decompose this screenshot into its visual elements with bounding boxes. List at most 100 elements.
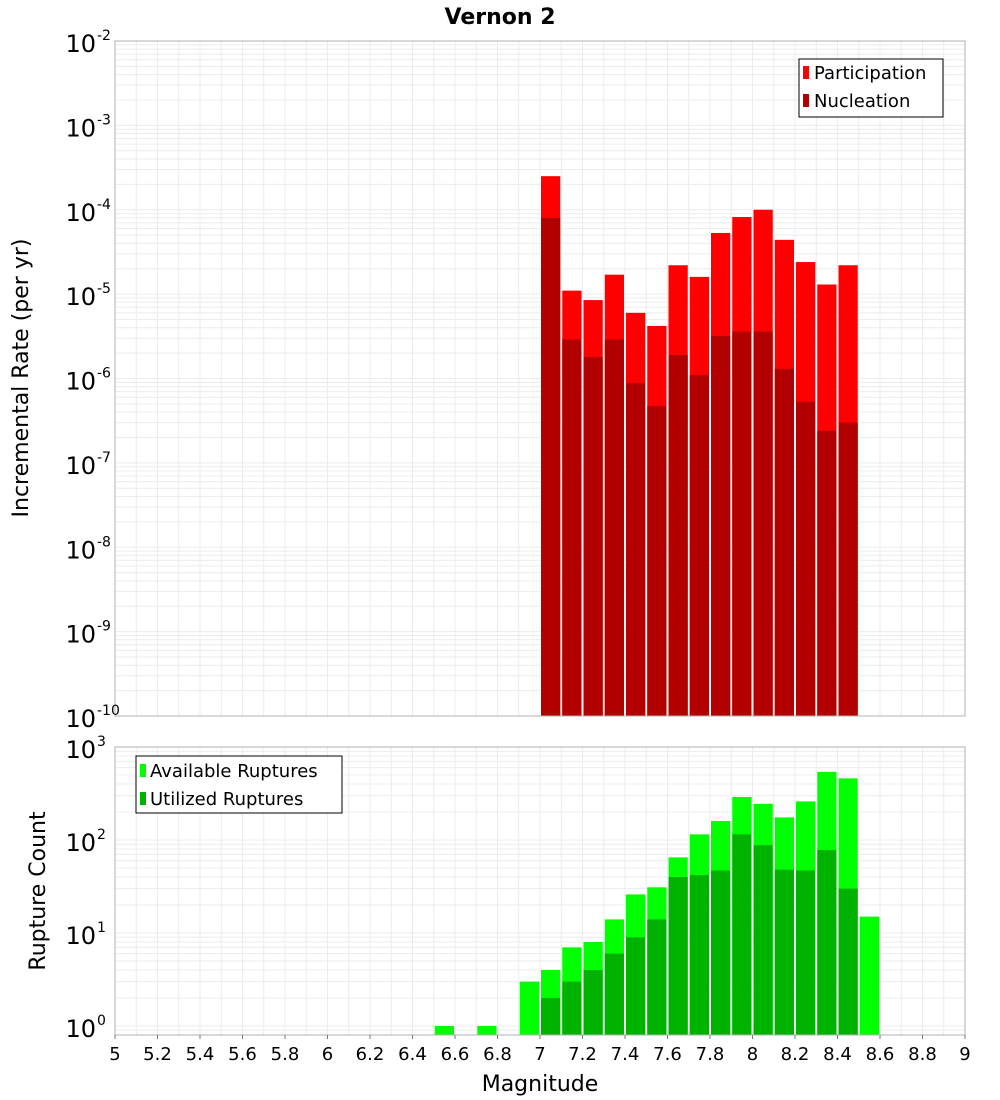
top-bar-nucleation [604, 339, 624, 716]
top-y-tick-label: 10 [65, 30, 96, 58]
top-y-tick-label: 10 [65, 536, 96, 564]
x-tick-label: 7 [534, 1044, 545, 1065]
top-bar-nucleation [796, 401, 816, 716]
available-legend-swatch [140, 764, 146, 777]
available-legend-label: Available Ruptures [150, 761, 318, 782]
bottom-y-tick-label-exponent: 2 [97, 827, 106, 843]
bottom-bar-utilized-ruptures [838, 888, 858, 1035]
bottom-bar-utilized-ruptures [626, 937, 646, 1035]
bottom-y-tick-label: 10 [65, 736, 96, 764]
top-y-tick-label: 10 [65, 199, 96, 227]
x-tick-labels: 5 5.2 5.4 5.6 5.8 6 6.2 6.4 6.6 6.8 7 7.2 7.4 7.6 7.8 8… [109, 1035, 971, 1065]
bottom-bar-available-ruptures [859, 916, 879, 1035]
x-tick-label: 6 [322, 1044, 333, 1065]
bottom-y-tick-label: 10 [65, 922, 96, 950]
top-bar-nucleation [732, 331, 752, 716]
x-tick-label: 5.2 [143, 1044, 172, 1065]
top-y-tick-label-exponent: -3 [97, 112, 111, 128]
top-bar-nucleation [541, 217, 561, 716]
bottom-bars [434, 771, 879, 1035]
x-tick-label: 5.4 [186, 1044, 215, 1065]
top-y-tick-label-exponent: -6 [97, 366, 111, 382]
bottom-y-tick-label: 10 [65, 1015, 96, 1043]
participation-legend-label: Participation [814, 63, 926, 84]
bottom-legend-box [135, 755, 343, 814]
bottom-bar-utilized-ruptures [732, 834, 752, 1035]
bottom-bar-utilized-ruptures [774, 869, 794, 1035]
top-y-tick-label-exponent: -9 [97, 619, 111, 635]
top-bars [541, 176, 858, 716]
bottom-bar-utilized-ruptures [647, 919, 667, 1035]
x-tick-label: 6.4 [398, 1044, 427, 1065]
x-tick-label: 7.8 [696, 1044, 725, 1065]
utilized-legend-swatch [140, 792, 146, 805]
x-axis-label: Magnitude [482, 1072, 599, 1097]
top-y-tick-label: 10 [65, 452, 96, 480]
x-tick-label: 7.2 [568, 1044, 597, 1065]
bottom-bar-utilized-ruptures [604, 953, 624, 1035]
bottom-bar-utilized-ruptures [583, 969, 603, 1035]
bottom-bar-available-ruptures [434, 1025, 454, 1035]
x-tick-label: 7.4 [611, 1044, 640, 1065]
x-tick-label: 5 [109, 1044, 120, 1065]
bottom-y-tick-label: 10 [65, 829, 96, 857]
chart-title: Vernon 2 [445, 5, 556, 30]
top-legend-box [798, 58, 944, 118]
top-y-tick-label-exponent: -4 [97, 197, 111, 213]
top-plot-frame [114, 40, 966, 717]
top-bar-nucleation [562, 339, 582, 716]
x-tick-label: 6.2 [356, 1044, 385, 1065]
top-bar-nucleation [774, 368, 794, 716]
x-tick-label: 8.2 [781, 1044, 810, 1065]
top-y-tick-label-exponent: -7 [97, 450, 111, 466]
bottom-bar-available-ruptures [519, 981, 539, 1035]
x-tick-label: 8.4 [823, 1044, 852, 1065]
x-tick-label: 8.6 [866, 1044, 895, 1065]
x-tick-label: 6.8 [483, 1044, 512, 1065]
top-bar-nucleation [668, 354, 688, 716]
top-y-tick-label: 10 [65, 114, 96, 142]
bottom-bar-utilized-ruptures [541, 997, 561, 1035]
top-y-tick-label: 10 [65, 621, 96, 649]
x-tick-label: 5.8 [271, 1044, 300, 1065]
bottom-bar-utilized-ruptures [689, 875, 709, 1035]
bottom-y-tick-label-exponent: 3 [97, 734, 106, 750]
top-bar-nucleation [647, 406, 667, 716]
x-tick-label: 8.8 [908, 1044, 937, 1065]
bottom-bar-utilized-ruptures [711, 870, 731, 1035]
top-legend: Participation Nucleation [798, 58, 944, 118]
x-tick-label: 9 [959, 1044, 970, 1065]
top-grid [114, 41, 966, 717]
nucleation-legend-swatch [803, 94, 809, 107]
top-bar-nucleation [838, 422, 858, 716]
utilized-legend-label: Utilized Ruptures [150, 789, 303, 810]
top-y-tick-label-exponent: -5 [97, 281, 111, 297]
participation-legend-swatch [803, 66, 809, 79]
x-tick-label: 6.6 [441, 1044, 470, 1065]
top-y-tick-label-exponent: -2 [97, 28, 111, 44]
x-tick-label: 8 [747, 1044, 758, 1065]
top-bar-nucleation [626, 383, 646, 716]
x-tick-label: 5.6 [228, 1044, 257, 1065]
bottom-bar-utilized-ruptures [817, 850, 837, 1035]
bottom-bar-available-ruptures [477, 1025, 497, 1035]
bottom-bar-utilized-ruptures [796, 870, 816, 1035]
top-bar-nucleation [817, 430, 837, 716]
top-bar-nucleation [753, 331, 773, 716]
top-bar-nucleation [711, 335, 731, 716]
top-y-tick-label-exponent: -8 [97, 534, 111, 550]
top-y-tick-label-exponent: -10 [97, 703, 120, 719]
bottom-bar-utilized-ruptures [668, 877, 688, 1035]
top-y-tick-labels: 10-210-310-410-510-610-710-810-910-10 [65, 28, 119, 733]
top-y-tick-label: 10 [65, 283, 96, 311]
top-y-tick-label: 10 [65, 368, 96, 396]
bottom-bar-utilized-ruptures [562, 981, 582, 1035]
top-bar-nucleation [583, 356, 603, 716]
bottom-legend: Available Ruptures Utilized Ruptures [135, 755, 343, 814]
top-bar-nucleation [689, 375, 709, 716]
nucleation-legend-label: Nucleation [814, 91, 910, 112]
bottom-bar-utilized-ruptures [753, 845, 773, 1035]
